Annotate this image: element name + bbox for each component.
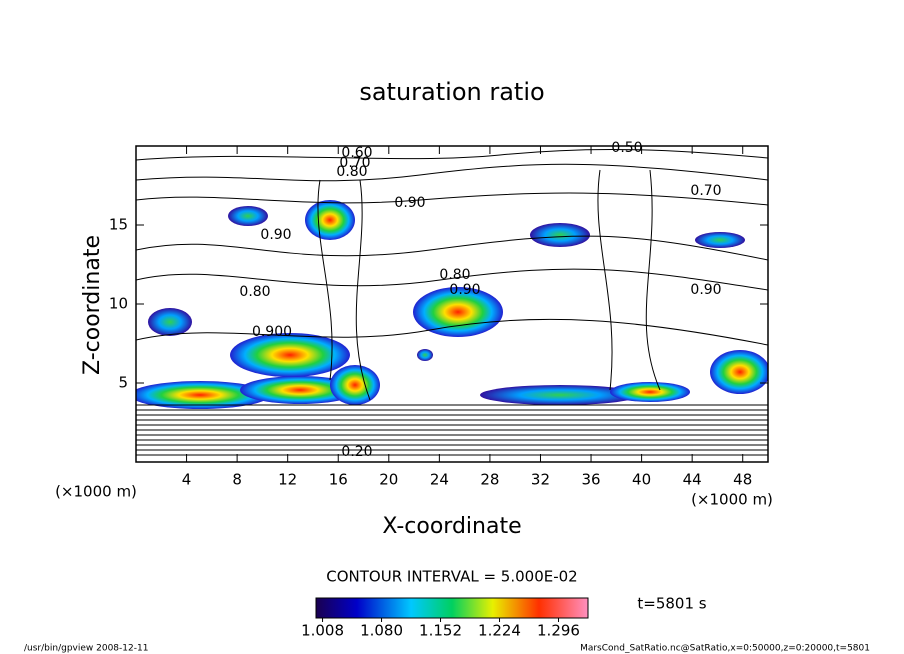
colorbar-tick-label: 1.152 <box>419 622 462 640</box>
contour-label: 0.80 <box>439 267 470 283</box>
colorbar <box>315 597 589 619</box>
x-tick-label: 48 <box>733 471 752 489</box>
contour-interval: CONTOUR INTERVAL = 5.000E-02 <box>326 568 577 586</box>
y-tick-label: 15 <box>109 216 128 234</box>
colorbar-tick-label: 1.296 <box>537 622 580 640</box>
colorbar-tick-label: 1.008 <box>301 622 344 640</box>
y-tick-label: 5 <box>118 374 128 392</box>
y-unit: (×1000 m) <box>55 483 137 501</box>
footer-right: MarsCond_SatRatio.nc@SatRatio,x=0:50000,… <box>580 644 870 654</box>
x-tick-label: 24 <box>430 471 449 489</box>
x-axis-title: X-coordinate <box>382 514 521 539</box>
contour-label: 0.80 <box>239 284 270 300</box>
contour-label: 0.50 <box>611 140 642 156</box>
field <box>136 148 768 456</box>
chart-title: saturation ratio <box>359 78 544 106</box>
contour-label: 0.70 <box>690 183 721 199</box>
x-tick-label: 16 <box>329 471 348 489</box>
x-unit: (×1000 m) <box>691 491 773 509</box>
x-tick-label: 36 <box>581 471 600 489</box>
x-tick-label: 40 <box>632 471 651 489</box>
footer-left: /usr/bin/gpview 2008-12-11 <box>24 644 148 654</box>
contour-label: 0.20 <box>341 444 372 460</box>
x-tick-label: 28 <box>480 471 499 489</box>
contour-label: 0.90 <box>260 227 291 243</box>
colorbar-tick-label: 1.224 <box>478 622 521 640</box>
x-tick-label: 20 <box>379 471 398 489</box>
y-axis-title: Z-coordinate <box>80 235 105 375</box>
x-tick-label: 8 <box>232 471 242 489</box>
time-label: t=5801 s <box>637 595 706 613</box>
contour-label: 0.60 <box>341 145 372 161</box>
colorbar-tick-label: 1.080 <box>360 622 403 640</box>
x-tick-label: 12 <box>278 471 297 489</box>
contour-label: 0.70 <box>339 155 370 171</box>
x-tick-label: 44 <box>683 471 702 489</box>
contour-label: 0.90 <box>394 195 425 211</box>
contour-label: 0.90 <box>449 282 480 298</box>
x-tick-label: 32 <box>531 471 550 489</box>
contour-label: 0.80 <box>336 164 367 180</box>
x-tick-label: 4 <box>182 471 192 489</box>
contour-label: 0.90 <box>690 282 721 298</box>
y-tick-label: 10 <box>109 295 128 313</box>
contour-label: 0.900 <box>252 324 292 340</box>
